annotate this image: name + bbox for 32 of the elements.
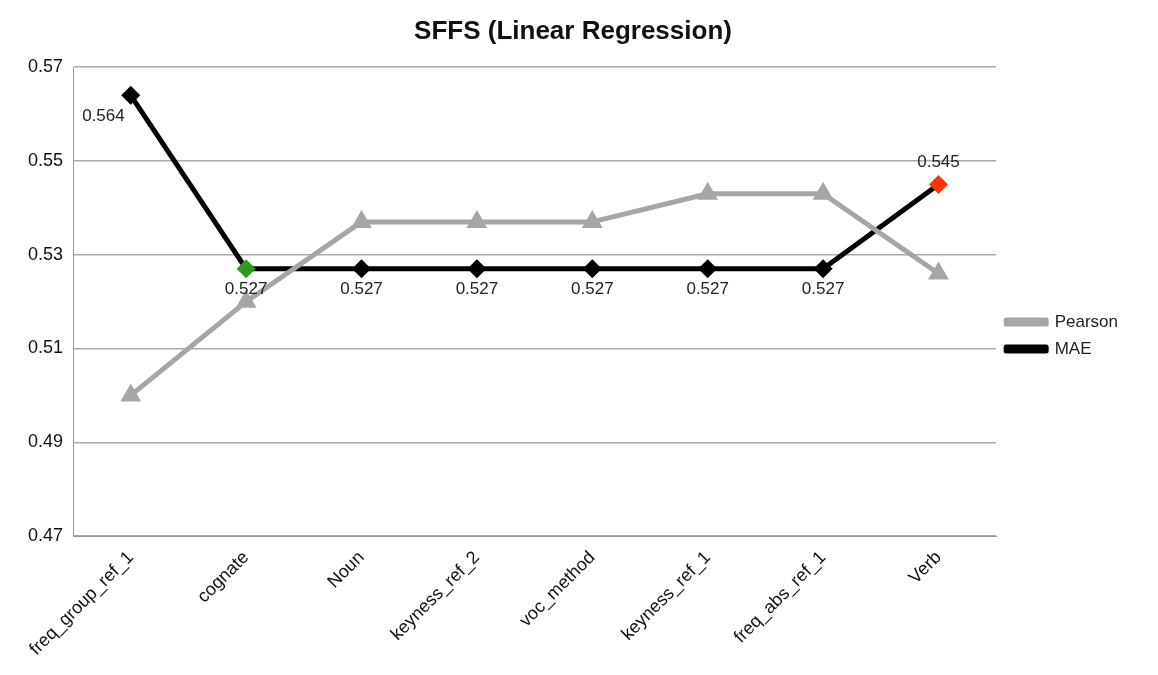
point xyxy=(122,86,140,104)
y-tick-label: 0.53 xyxy=(27,243,64,264)
chart-title: SFFS (Linear Regression) xyxy=(414,14,732,45)
point xyxy=(814,260,832,278)
data-label: 0.527 xyxy=(455,279,499,298)
y-tick-label: 0.47 xyxy=(27,525,64,546)
point xyxy=(583,212,601,228)
point xyxy=(120,383,141,402)
data-label: 0.545 xyxy=(917,151,960,171)
point xyxy=(699,184,717,200)
legend-label: Pearson xyxy=(1054,311,1119,331)
y-tick-label: 0.49 xyxy=(27,431,64,452)
point xyxy=(352,212,371,228)
point xyxy=(583,260,601,278)
x-tick-label: Verb xyxy=(904,546,945,588)
legend-label: MAE xyxy=(1054,338,1092,358)
y-tick-label: 0.51 xyxy=(27,337,64,358)
data-label: 0.564 xyxy=(82,105,125,125)
point xyxy=(929,175,947,193)
data-label: 0.527 xyxy=(340,279,383,298)
data-label: 0.527 xyxy=(801,279,845,298)
point xyxy=(812,182,832,200)
data-label: 0.527 xyxy=(686,279,729,298)
point xyxy=(353,260,371,278)
data-label: 0.527 xyxy=(224,279,268,298)
point xyxy=(468,260,486,278)
y-tick-label: 0.57 xyxy=(27,56,64,77)
data-label: 0.527 xyxy=(571,279,614,298)
y-tick-label: 0.55 xyxy=(27,149,64,170)
point xyxy=(928,261,949,280)
point xyxy=(699,260,717,278)
point xyxy=(237,260,255,278)
